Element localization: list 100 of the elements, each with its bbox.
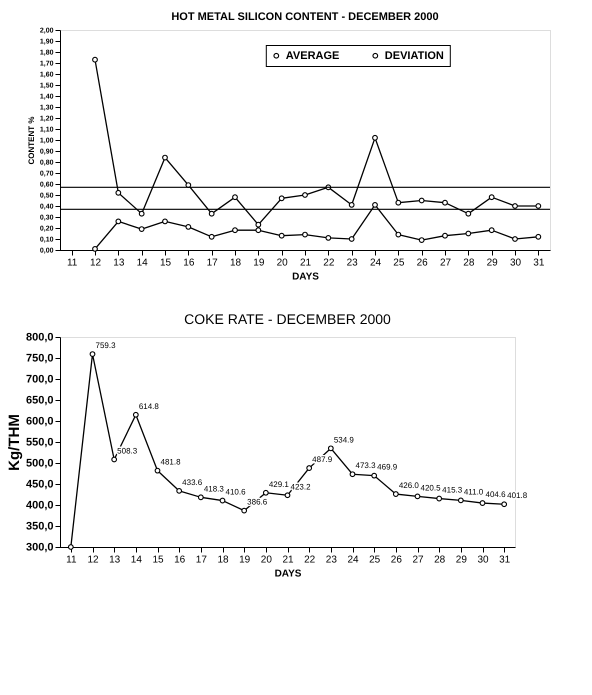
x-tick-label: 21	[282, 554, 294, 566]
x-tick-label: 28	[463, 258, 475, 268]
point	[255, 222, 262, 228]
point	[208, 234, 215, 240]
x-tick-label: 27	[440, 258, 452, 268]
point	[232, 227, 238, 234]
x-tick-label: 21	[300, 258, 312, 268]
x-tick-label: 13	[113, 258, 125, 268]
data-label: 411.0	[464, 487, 484, 496]
point	[306, 465, 312, 471]
x-tick-label: 13	[109, 554, 121, 566]
x-tick-label: 30	[510, 258, 522, 268]
x-tick-label: 26	[416, 258, 428, 268]
y-axis-title: CONTENT %	[26, 116, 36, 164]
point	[220, 498, 226, 504]
legend-label: DEVIATION	[384, 50, 444, 62]
point	[132, 412, 139, 418]
y-tick-label: 450,0	[26, 478, 54, 490]
point	[465, 210, 472, 217]
point	[241, 508, 248, 514]
point	[501, 501, 508, 508]
y-tick-label: 750,0	[26, 352, 54, 364]
data-label: 420.5	[420, 483, 442, 492]
point	[442, 232, 448, 239]
data-label: 534.9	[334, 435, 354, 444]
point	[154, 468, 160, 474]
x-tick-label: 17	[196, 554, 208, 566]
x-tick-label: 17	[206, 258, 218, 268]
y-tick-label: 400,0	[26, 500, 54, 512]
point	[512, 203, 518, 209]
point	[111, 456, 118, 462]
data-label: 401.8	[507, 491, 528, 500]
point	[350, 471, 356, 478]
point	[278, 232, 285, 239]
x-tick-label: 16	[174, 554, 186, 566]
point	[348, 236, 355, 242]
x-tick-label: 22	[323, 258, 335, 268]
point	[480, 500, 486, 506]
chart-title: COKE RATE - DECEMBER 2000	[184, 311, 392, 327]
x-tick-label: 18	[230, 258, 242, 268]
point	[458, 497, 464, 504]
data-label: 481.8	[160, 458, 182, 467]
point	[465, 230, 472, 236]
x-tick-label: 12	[87, 554, 99, 566]
point	[90, 351, 96, 357]
point	[418, 237, 425, 243]
x-axis-title: DAYS	[274, 568, 302, 580]
point	[348, 202, 355, 208]
point	[208, 210, 215, 217]
x-tick-label: 27	[412, 554, 424, 566]
chart-title: HOT METAL SILICON CONTENT - DECEMBER 2000	[171, 11, 439, 23]
data-label: 415.3	[442, 486, 463, 495]
data-label: 614.8	[138, 402, 160, 411]
x-tick-label: 16	[183, 258, 195, 268]
x-tick-label: 19	[253, 258, 265, 268]
x-tick-label: 23	[346, 258, 358, 268]
y-tick-label: 550,0	[26, 436, 54, 448]
point	[442, 200, 448, 206]
point	[162, 218, 168, 224]
point	[325, 235, 332, 241]
x-tick-label: 20	[260, 554, 272, 566]
data-label: 426.0	[398, 481, 420, 490]
data-label: 410.6	[226, 488, 246, 497]
x-tick-label: 25	[393, 258, 405, 268]
point	[371, 472, 378, 479]
x-tick-label: 18	[217, 554, 229, 566]
point	[395, 200, 402, 206]
data-label: 759.3	[96, 341, 116, 350]
data-label: 473.3	[356, 461, 376, 470]
point	[92, 246, 98, 252]
data-label: 429.1	[268, 480, 290, 489]
point	[436, 496, 442, 502]
point	[278, 195, 285, 202]
point	[302, 232, 308, 238]
x-tick-label: 11	[66, 554, 77, 566]
point	[255, 227, 262, 234]
point	[535, 203, 542, 209]
x-tick-label: 15	[160, 258, 172, 268]
x-tick-label: 22	[304, 554, 316, 566]
y-tick-label: 650,0	[26, 394, 54, 406]
point	[302, 192, 308, 198]
point	[418, 198, 425, 204]
point	[328, 445, 334, 452]
y-tick-label: 350,0	[26, 520, 54, 532]
data-label: 404.6	[486, 490, 506, 500]
point	[138, 210, 145, 217]
point	[395, 232, 402, 238]
data-label: 433.6	[182, 478, 203, 487]
x-tick-label: 31	[499, 554, 511, 566]
x-tick-label: 20	[276, 258, 288, 268]
x-tick-label: 14	[136, 258, 148, 268]
x-tick-label: 23	[326, 554, 338, 566]
x-tick-label: 28	[434, 554, 446, 566]
y-tick-label: 500,0	[26, 458, 54, 470]
point	[185, 224, 192, 230]
x-tick-label: 29	[486, 258, 498, 268]
point	[488, 227, 495, 234]
y-tick-label: 600,0	[26, 416, 54, 428]
point	[138, 226, 145, 232]
x-tick-label: 11	[66, 258, 78, 268]
